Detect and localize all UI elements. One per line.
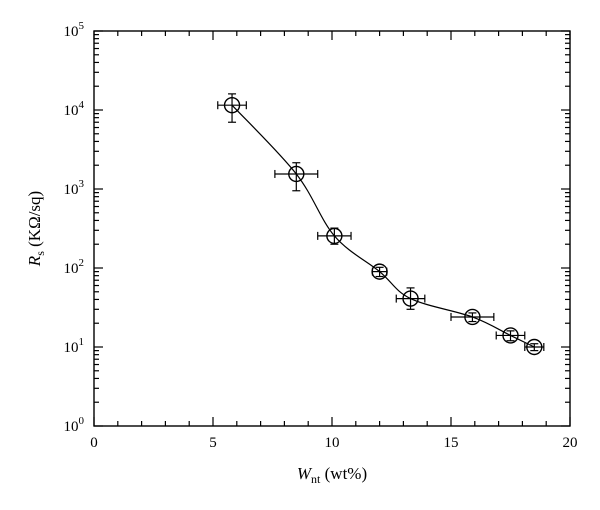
data-point xyxy=(288,165,305,183)
x-axis-label-unit: (wt%) xyxy=(320,464,367,483)
data-point xyxy=(326,227,343,245)
x-axis-label: Wnt (wt%) xyxy=(297,464,367,486)
data-point xyxy=(223,97,241,114)
y-tick-label: 105 xyxy=(64,20,85,40)
y-axis-label-main: R xyxy=(25,255,44,267)
y-axis-label-sub: s xyxy=(33,251,47,256)
x-tick-label: 15 xyxy=(444,435,459,451)
x-tick-label: 0 xyxy=(90,435,98,451)
data-point xyxy=(526,338,543,356)
data-point xyxy=(402,290,419,307)
data-point xyxy=(371,263,388,280)
y-tick-label: 101 xyxy=(64,336,85,356)
y-tick-label: 104 xyxy=(64,99,85,119)
x-tick-labels: 0 5 10 15 20 xyxy=(90,435,577,451)
error-bars xyxy=(217,93,545,352)
y-axis-label-unit: (KΩ/sq) xyxy=(25,191,44,251)
data-points xyxy=(223,97,543,356)
x-tick-label: 20 xyxy=(563,435,578,451)
x-tick-label: 10 xyxy=(325,435,340,451)
y-tick-labels: 100 101 102 103 104 105 xyxy=(64,20,85,435)
axis-ticks xyxy=(93,30,571,427)
y-tick-label: 102 xyxy=(64,257,85,277)
y-axis-label: Rs (KΩ/sq) xyxy=(25,191,47,267)
x-axis-label-sub: nt xyxy=(311,472,321,486)
fit-curve xyxy=(231,104,535,348)
x-tick-label: 5 xyxy=(209,435,217,451)
y-tick-label: 100 xyxy=(64,415,85,435)
y-tick-label: 103 xyxy=(64,178,85,198)
data-point xyxy=(464,308,481,326)
data-point xyxy=(502,327,519,344)
x-axis-label-main: W xyxy=(297,464,313,483)
